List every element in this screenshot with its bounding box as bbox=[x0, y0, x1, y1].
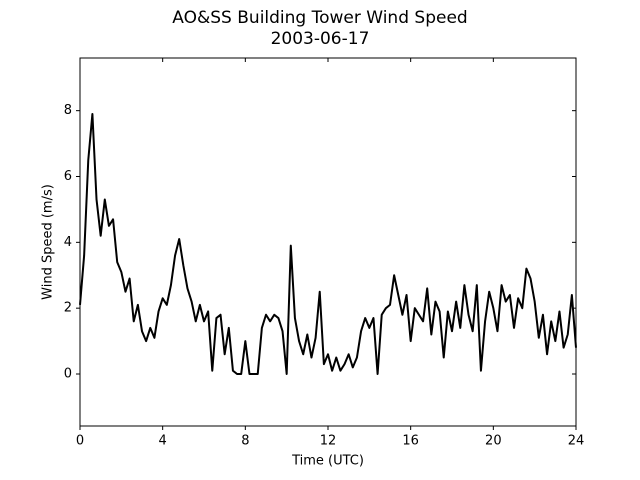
data-line bbox=[79, 112, 577, 375]
y-tick-label: 2 bbox=[64, 301, 72, 316]
chart-subtitle: 2003-06-17 bbox=[271, 29, 370, 49]
y-tick-label: 8 bbox=[64, 103, 72, 118]
y-tick-label: 6 bbox=[64, 169, 72, 184]
x-tick-label: 8 bbox=[241, 434, 249, 449]
y-tick-label: 4 bbox=[64, 235, 72, 250]
x-tick-label: 0 bbox=[76, 434, 84, 449]
plot-frame bbox=[79, 57, 577, 427]
x-tick-label: 16 bbox=[402, 434, 419, 449]
chart-title: AO&SS Building Tower Wind Speed bbox=[172, 8, 467, 28]
x-axis-label: Time (UTC) bbox=[291, 454, 364, 469]
y-axis-label: Wind Speed (m/s) bbox=[41, 184, 56, 300]
y-tick-label: 0 bbox=[64, 366, 72, 381]
x-tick-label: 12 bbox=[320, 434, 337, 449]
x-tick-label: 20 bbox=[485, 434, 502, 449]
x-tick-label: 4 bbox=[159, 434, 167, 449]
x-tick-label: 24 bbox=[568, 434, 585, 449]
